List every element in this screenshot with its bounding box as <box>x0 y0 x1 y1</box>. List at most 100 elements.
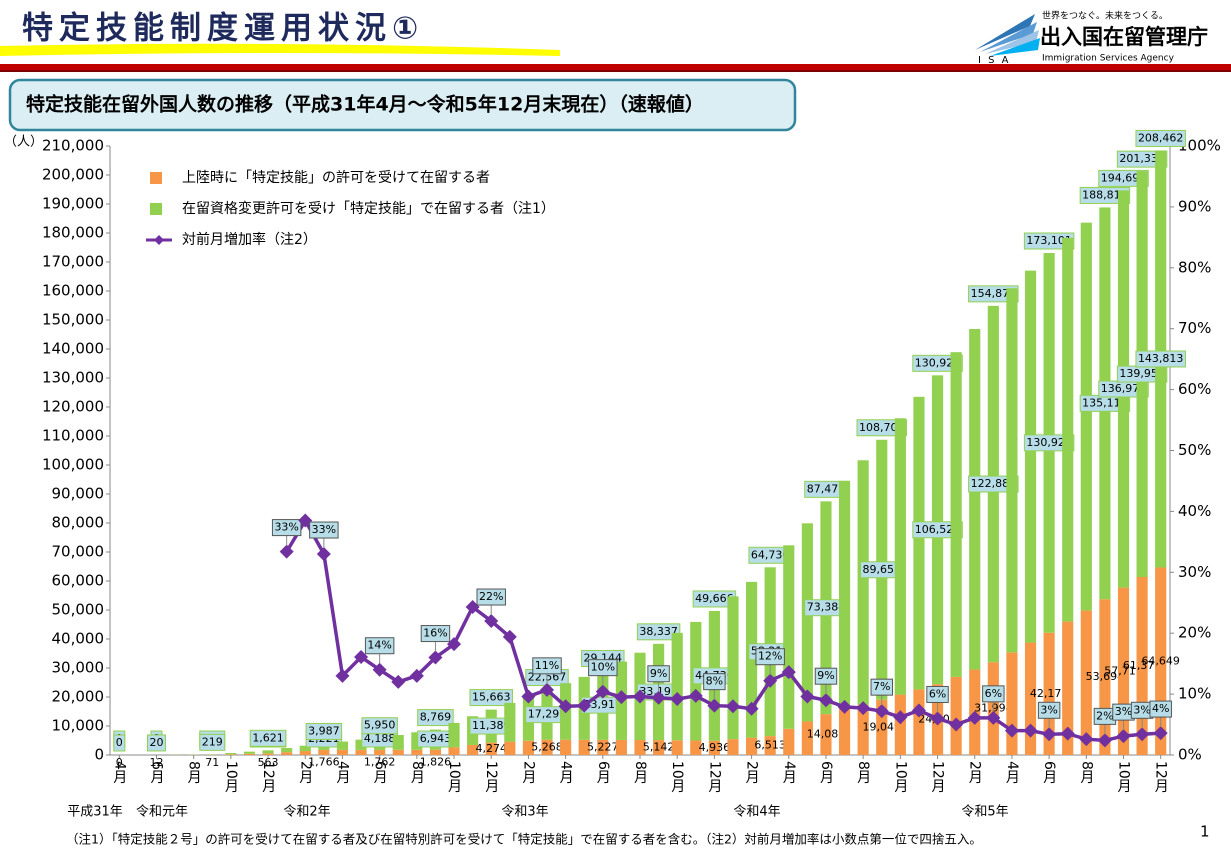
rate-label: 12% <box>758 650 782 663</box>
line-marker <box>1153 726 1168 741</box>
rate-label: 3% <box>1115 705 1132 718</box>
x-tick-label: 10月 <box>1116 761 1132 794</box>
y-tick-label: 170,000 <box>42 253 104 271</box>
page-title: 特定技能制度運用状況① <box>22 11 424 47</box>
bar-label: 64,649 <box>1141 654 1180 667</box>
y-tick-label: 180,000 <box>42 224 104 242</box>
bar-segment <box>262 753 274 755</box>
bar-segment <box>969 329 981 670</box>
line-marker <box>409 668 424 683</box>
total-label-box <box>417 709 454 727</box>
rate-label: 9% <box>817 669 834 682</box>
y-tick-label: 130,000 <box>42 369 104 387</box>
total-label: 173,101 <box>1026 234 1072 247</box>
line-marker <box>1060 726 1075 741</box>
bar-segment <box>671 740 683 755</box>
x-tick-label: 8月 <box>855 761 871 785</box>
bar-segment <box>857 460 869 705</box>
bar-segment <box>225 753 237 755</box>
bar-segment <box>522 740 534 755</box>
total-label-box <box>636 623 681 641</box>
line-marker <box>911 703 926 718</box>
line-marker <box>521 689 536 704</box>
line-marker <box>893 710 908 725</box>
legend-label: 対前月増加率（注2） <box>182 231 317 248</box>
bar-label-box <box>968 475 1019 493</box>
total-label: 5,950 <box>364 719 396 732</box>
y2-tick-label: 50% <box>1178 441 1211 459</box>
logo <box>975 14 1040 56</box>
bar-segment <box>894 694 906 755</box>
x-tick-label: 8月 <box>409 761 425 785</box>
total-label-box <box>1079 186 1131 204</box>
total-label-box <box>1116 150 1168 168</box>
year-label: 令和3年 <box>501 805 548 820</box>
rate-label-box <box>814 667 838 685</box>
line-marker <box>707 698 722 713</box>
bar-label: 42,173 <box>1030 687 1069 700</box>
header-bar <box>0 64 1231 70</box>
line-marker <box>316 547 331 562</box>
y-tick-label: 120,000 <box>42 398 104 416</box>
rate-label: 33% <box>312 523 336 536</box>
x-tick-label: 10月 <box>892 761 908 794</box>
line-marker <box>1079 732 1094 747</box>
total-label-box <box>968 285 1019 303</box>
bar-segment <box>1024 270 1037 643</box>
line-marker <box>354 649 369 664</box>
x-tick-label: 8月 <box>1078 761 1094 785</box>
bar-label: 73,384 <box>807 601 846 614</box>
x-tick-label: 6月 <box>595 761 611 785</box>
bar-segment <box>838 480 851 710</box>
line-marker <box>1116 729 1131 744</box>
bar-label: 130,928 <box>1026 436 1072 449</box>
bar-label: 17,299 <box>528 708 567 721</box>
line-marker <box>651 690 666 705</box>
rate-label: 3% <box>1040 703 1057 716</box>
bar-segment <box>950 352 962 677</box>
y2-tick-label: 30% <box>1178 563 1211 581</box>
bar-segment <box>708 740 720 755</box>
line-marker <box>1004 723 1019 738</box>
header-bar-shadow <box>0 70 1231 72</box>
rate-label-box <box>755 648 785 666</box>
bar-label: 5,227 <box>587 740 619 753</box>
bar-label: 4,936 <box>699 741 731 754</box>
bar-segment <box>894 418 906 695</box>
total-label: 208,462 <box>1138 131 1184 144</box>
line-marker <box>595 684 610 699</box>
x-tick-label: 4月 <box>111 761 127 785</box>
logo-text: I S A <box>978 55 1011 66</box>
y-tick-label: 200,000 <box>42 166 104 184</box>
y2-tick-label: 20% <box>1178 624 1211 642</box>
bar-segment <box>727 739 739 755</box>
line-marker <box>502 629 517 644</box>
y2-tick-label: 90% <box>1178 197 1211 215</box>
y-tick-label: 190,000 <box>42 195 104 213</box>
line-marker <box>986 710 1001 725</box>
bar-segment <box>262 750 274 754</box>
line-marker <box>874 704 889 719</box>
y2-tick-label: 40% <box>1178 502 1211 520</box>
rate-label: 6% <box>929 687 946 700</box>
x-tick-label: 6月 <box>372 761 388 785</box>
bar-segment <box>318 749 330 755</box>
y-tick-label: 140,000 <box>42 340 104 358</box>
rate-label: 7% <box>873 680 890 693</box>
rate-label: 33% <box>274 521 298 534</box>
year-label: 令和5年 <box>961 805 1008 820</box>
bar-segment <box>1006 652 1018 755</box>
bar-segment <box>801 721 813 755</box>
rate-label-box <box>420 625 451 643</box>
rate-label-box <box>703 673 726 691</box>
x-tick-label: 10月 <box>446 761 462 794</box>
bar-segment <box>597 739 609 755</box>
total-label-box <box>249 729 287 747</box>
total-label: 219 <box>202 735 223 748</box>
total-label: 3,987 <box>308 724 340 737</box>
rate-label: 16% <box>423 627 447 640</box>
bar-label: 106,520 <box>915 523 961 536</box>
line-marker <box>465 600 480 615</box>
bar-label: 19,049 <box>863 720 902 733</box>
bar-label: 563 <box>258 756 279 769</box>
